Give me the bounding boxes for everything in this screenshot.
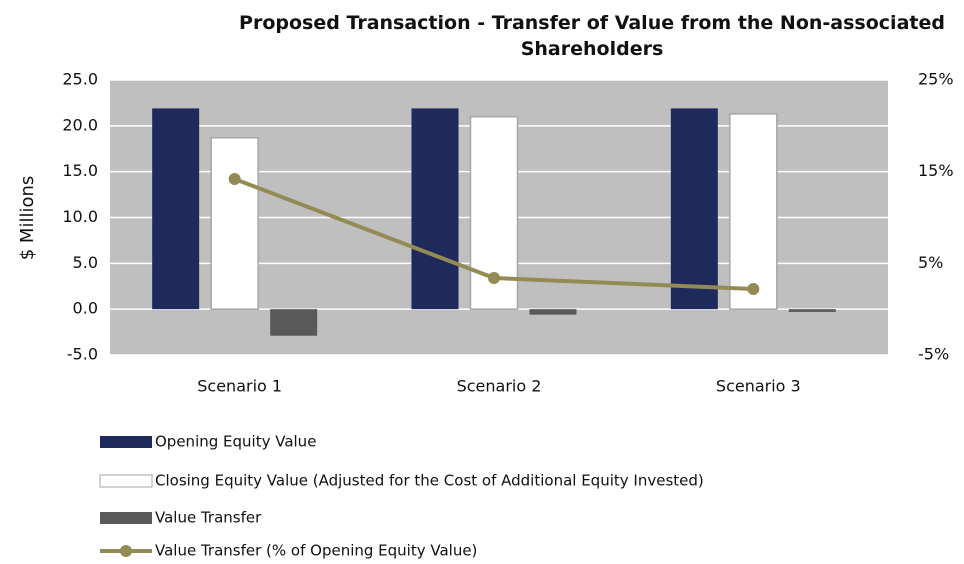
y-tick-label: 15.0 [62, 161, 98, 180]
y-axis-label: $ Millions [17, 176, 38, 261]
bar [529, 309, 577, 315]
y2-tick-label: 25% [918, 70, 954, 89]
y-tick-label: 5.0 [73, 253, 98, 272]
y-tick-label: -5.0 [67, 345, 98, 364]
legend-swatch-marker [120, 545, 132, 557]
y2-tick-label: 15% [918, 161, 954, 180]
y-tick-label: 20.0 [62, 115, 98, 134]
chart-title: Proposed Transaction - Transfer of Value… [239, 12, 945, 60]
legend-label: Value Transfer (% of Opening Equity Valu… [155, 542, 477, 560]
bar [270, 309, 318, 336]
y-tick-label: 10.0 [62, 207, 98, 226]
y-tick-label: 25.0 [62, 70, 98, 89]
legend-swatch [99, 474, 153, 488]
y2-tick-label: -5% [918, 345, 949, 364]
x-tick-label: Scenario 3 [716, 377, 801, 396]
y2-tick-label: 5% [918, 253, 943, 272]
y-tick-label: 0.0 [73, 299, 98, 318]
legend-label: Closing Equity Value (Adjusted for the C… [155, 472, 704, 490]
x-tick-label: Scenario 1 [197, 377, 282, 396]
bar [729, 113, 778, 310]
bar [210, 137, 259, 310]
legend-label: Opening Equity Value [155, 433, 316, 451]
bar [152, 108, 200, 310]
line-marker [488, 272, 500, 284]
legend-swatch [100, 436, 152, 448]
x-tick-label: Scenario 2 [457, 377, 542, 396]
bar [411, 108, 459, 310]
legend-label: Value Transfer [155, 509, 262, 527]
line-marker [747, 283, 760, 295]
legend-swatch [100, 512, 152, 524]
bar [788, 309, 836, 312]
line-marker [228, 173, 241, 185]
bar [670, 108, 718, 310]
